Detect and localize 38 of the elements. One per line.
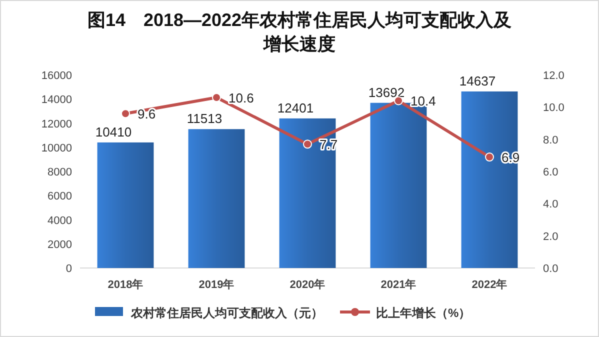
point [303, 140, 312, 149]
legend-label: 比上年增长（%） [376, 306, 471, 320]
y-tick-label: 0 [66, 263, 72, 275]
bar [188, 129, 245, 268]
bar [461, 91, 518, 268]
y2-tick-label: 0.0 [543, 263, 558, 275]
data-label: 13692 [368, 84, 405, 100]
data-label: 12401 [277, 100, 314, 116]
y-tick-label: 8000 [48, 166, 72, 178]
data-label: 9.6 [138, 106, 156, 122]
x-tick-label: 2020年 [290, 278, 326, 291]
point [121, 109, 130, 118]
y2-tick-label: 6.0 [543, 166, 558, 178]
y2-tick-label: 12.0 [543, 70, 564, 82]
y-tick-label: 12000 [41, 118, 72, 130]
y-tick-label: 14000 [41, 94, 72, 106]
y-tick-label: 10000 [41, 142, 72, 154]
x-tick-label: 2018年 [108, 278, 144, 291]
x-tick-label: 2019年 [198, 278, 234, 291]
y-tick-label: 2000 [48, 238, 72, 251]
y-tick-label: 16000 [41, 70, 72, 82]
x-tick-label: 2022年 [472, 278, 508, 291]
legend-label: 农村常住居民人均可支配收入（元） [130, 306, 323, 320]
x-tick-label: 2021年 [380, 278, 416, 291]
y2-tick-label: 8.0 [543, 134, 558, 146]
data-label: 10.6 [228, 90, 254, 106]
bar [279, 118, 336, 268]
point [485, 152, 494, 162]
y2-tick-label: 4.0 [543, 198, 558, 211]
data-label: 10410 [95, 124, 132, 140]
y-tick-label: 6000 [48, 190, 72, 203]
y2-tick-label: 10.0 [543, 102, 564, 114]
y-tick-label: 4000 [48, 214, 72, 227]
bar [97, 142, 154, 268]
data-label: 14637 [459, 73, 496, 88]
y2-tick-label: 2.0 [543, 230, 558, 243]
data-label: 11513 [186, 111, 222, 126]
chart-title: 图14 2018—2022年农村常住居民人均可支配收入及增长速度 [87, 10, 512, 54]
